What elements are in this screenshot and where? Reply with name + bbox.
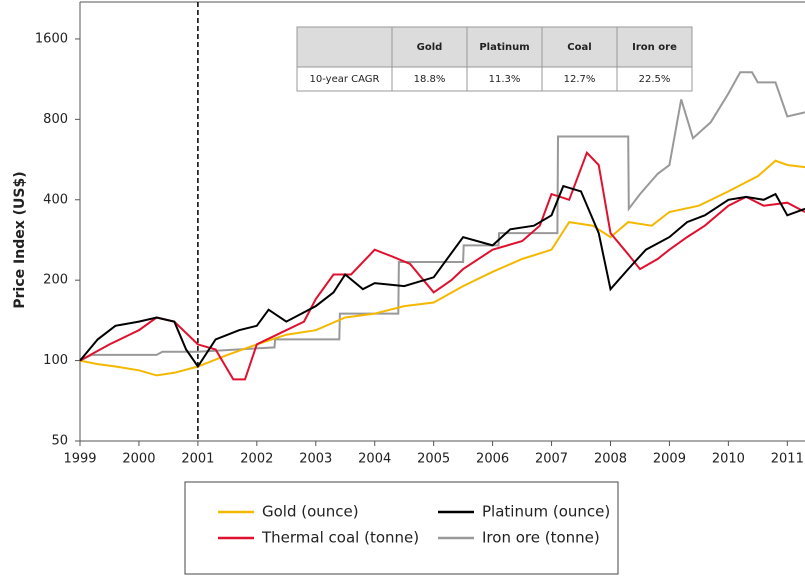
- legend-label: Platinum (ounce): [482, 503, 610, 521]
- legend-label: Gold (ounce): [262, 503, 359, 521]
- legend-label: Thermal coal (tonne): [261, 529, 419, 547]
- x-tick-label: 2003: [299, 452, 332, 467]
- legend-box: [184, 481, 619, 575]
- y-tick-label: 1600: [35, 31, 68, 46]
- x-tick-label: 2005: [417, 452, 450, 467]
- y-tick-label: 200: [43, 273, 68, 288]
- x-tick-label: 2006: [476, 452, 509, 467]
- x-tick-label: 2000: [122, 452, 155, 467]
- table-header: Coal: [567, 42, 591, 53]
- table-header: Platinum: [479, 42, 529, 53]
- line-series: [79, 159, 805, 377]
- table-cell: 18.8%: [414, 74, 446, 85]
- line-series: [79, 184, 805, 369]
- table-cell: 12.7%: [564, 74, 596, 85]
- table-cell: 22.5%: [639, 74, 671, 85]
- x-tick-label: 2010: [712, 452, 745, 467]
- table-cell: 11.3%: [489, 74, 521, 85]
- x-tick-label: 2002: [240, 452, 273, 467]
- x-tick-label: 2008: [594, 452, 627, 467]
- x-tick-label: 2001: [181, 452, 214, 467]
- y-tick-label: 400: [43, 192, 68, 207]
- table-header: Iron ore: [632, 42, 677, 53]
- table-row-bg: [296, 66, 693, 92]
- y-tick-label: 100: [43, 353, 68, 368]
- table-cell: 10-year CAGR: [310, 74, 380, 85]
- y-axis-label: Price Index (US$): [12, 171, 28, 308]
- y-tick-label: 50: [51, 434, 68, 449]
- x-tick-label: 2007: [535, 452, 568, 467]
- table-header: Gold: [417, 42, 443, 53]
- table: Gold Platinum Coal Iron ore 10-year CAGR 18.8…: [310, 42, 678, 85]
- line-series: [79, 71, 805, 362]
- x-tick-label: 2009: [653, 452, 686, 467]
- y-tick-label: 800: [43, 112, 68, 127]
- x-tick-label: 2004: [358, 452, 391, 467]
- x-tick-label: 1999: [63, 452, 96, 467]
- table-header-bg: [296, 26, 693, 68]
- line-series: [79, 150, 805, 381]
- x-tick-label: 2011: [771, 452, 804, 467]
- legend: Gold (ounce) Thermal coal (tonne) Platinum…: [218, 503, 610, 547]
- legend-label: Iron ore (tonne): [482, 529, 600, 547]
